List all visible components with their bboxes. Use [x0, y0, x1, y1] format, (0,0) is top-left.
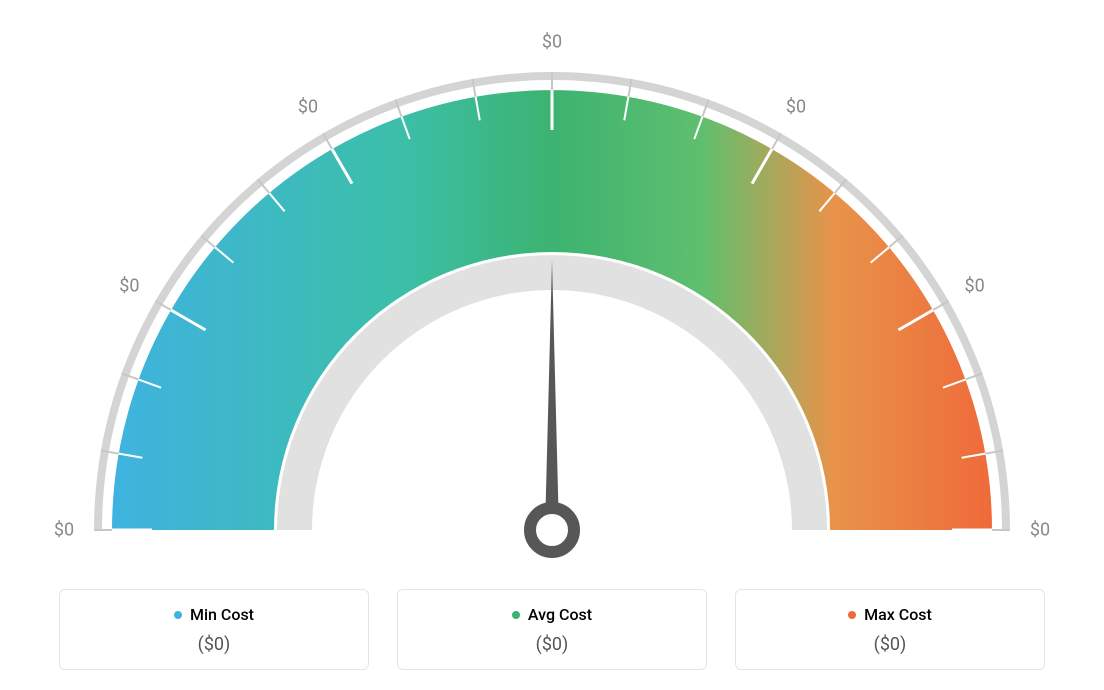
gauge-tick-label: $0: [54, 520, 74, 541]
gauge-tick-label: $0: [786, 97, 806, 118]
gauge-chart-container: $0 $0 $0 $0 $0 $0 $0 Min Cost ($0) Avg Cost ($…: [0, 0, 1104, 690]
legend-label-avg: Avg Cost: [528, 605, 592, 624]
legend-row: Min Cost ($0) Avg Cost ($0) Max Cost ($0…: [0, 589, 1104, 671]
legend-card-min: Min Cost ($0): [59, 589, 369, 671]
gauge-tick-label: $0: [1030, 520, 1050, 541]
gauge-needle: [545, 260, 559, 530]
legend-card-max: Max Cost ($0): [735, 589, 1045, 671]
gauge-tick-label: $0: [964, 276, 984, 297]
legend-card-avg: Avg Cost ($0): [397, 589, 707, 671]
legend-title-min: Min Cost: [174, 605, 254, 624]
legend-label-min: Min Cost: [190, 605, 254, 624]
legend-dot-min: [174, 611, 182, 619]
legend-value-avg: ($0): [416, 634, 688, 655]
gauge-tick-label: $0: [542, 32, 562, 53]
gauge-wrapper: $0 $0 $0 $0 $0 $0 $0: [42, 10, 1062, 560]
legend-title-max: Max Cost: [848, 605, 932, 624]
gauge-svg: [42, 10, 1062, 570]
legend-value-max: ($0): [754, 634, 1026, 655]
gauge-tick-label: $0: [298, 97, 318, 118]
legend-dot-max: [848, 611, 856, 619]
gauge-tick-label: $0: [119, 276, 139, 297]
legend-dot-avg: [512, 611, 520, 619]
legend-value-min: ($0): [78, 634, 350, 655]
legend-label-max: Max Cost: [864, 605, 932, 624]
legend-title-avg: Avg Cost: [512, 605, 592, 624]
needle-base: [530, 508, 574, 552]
